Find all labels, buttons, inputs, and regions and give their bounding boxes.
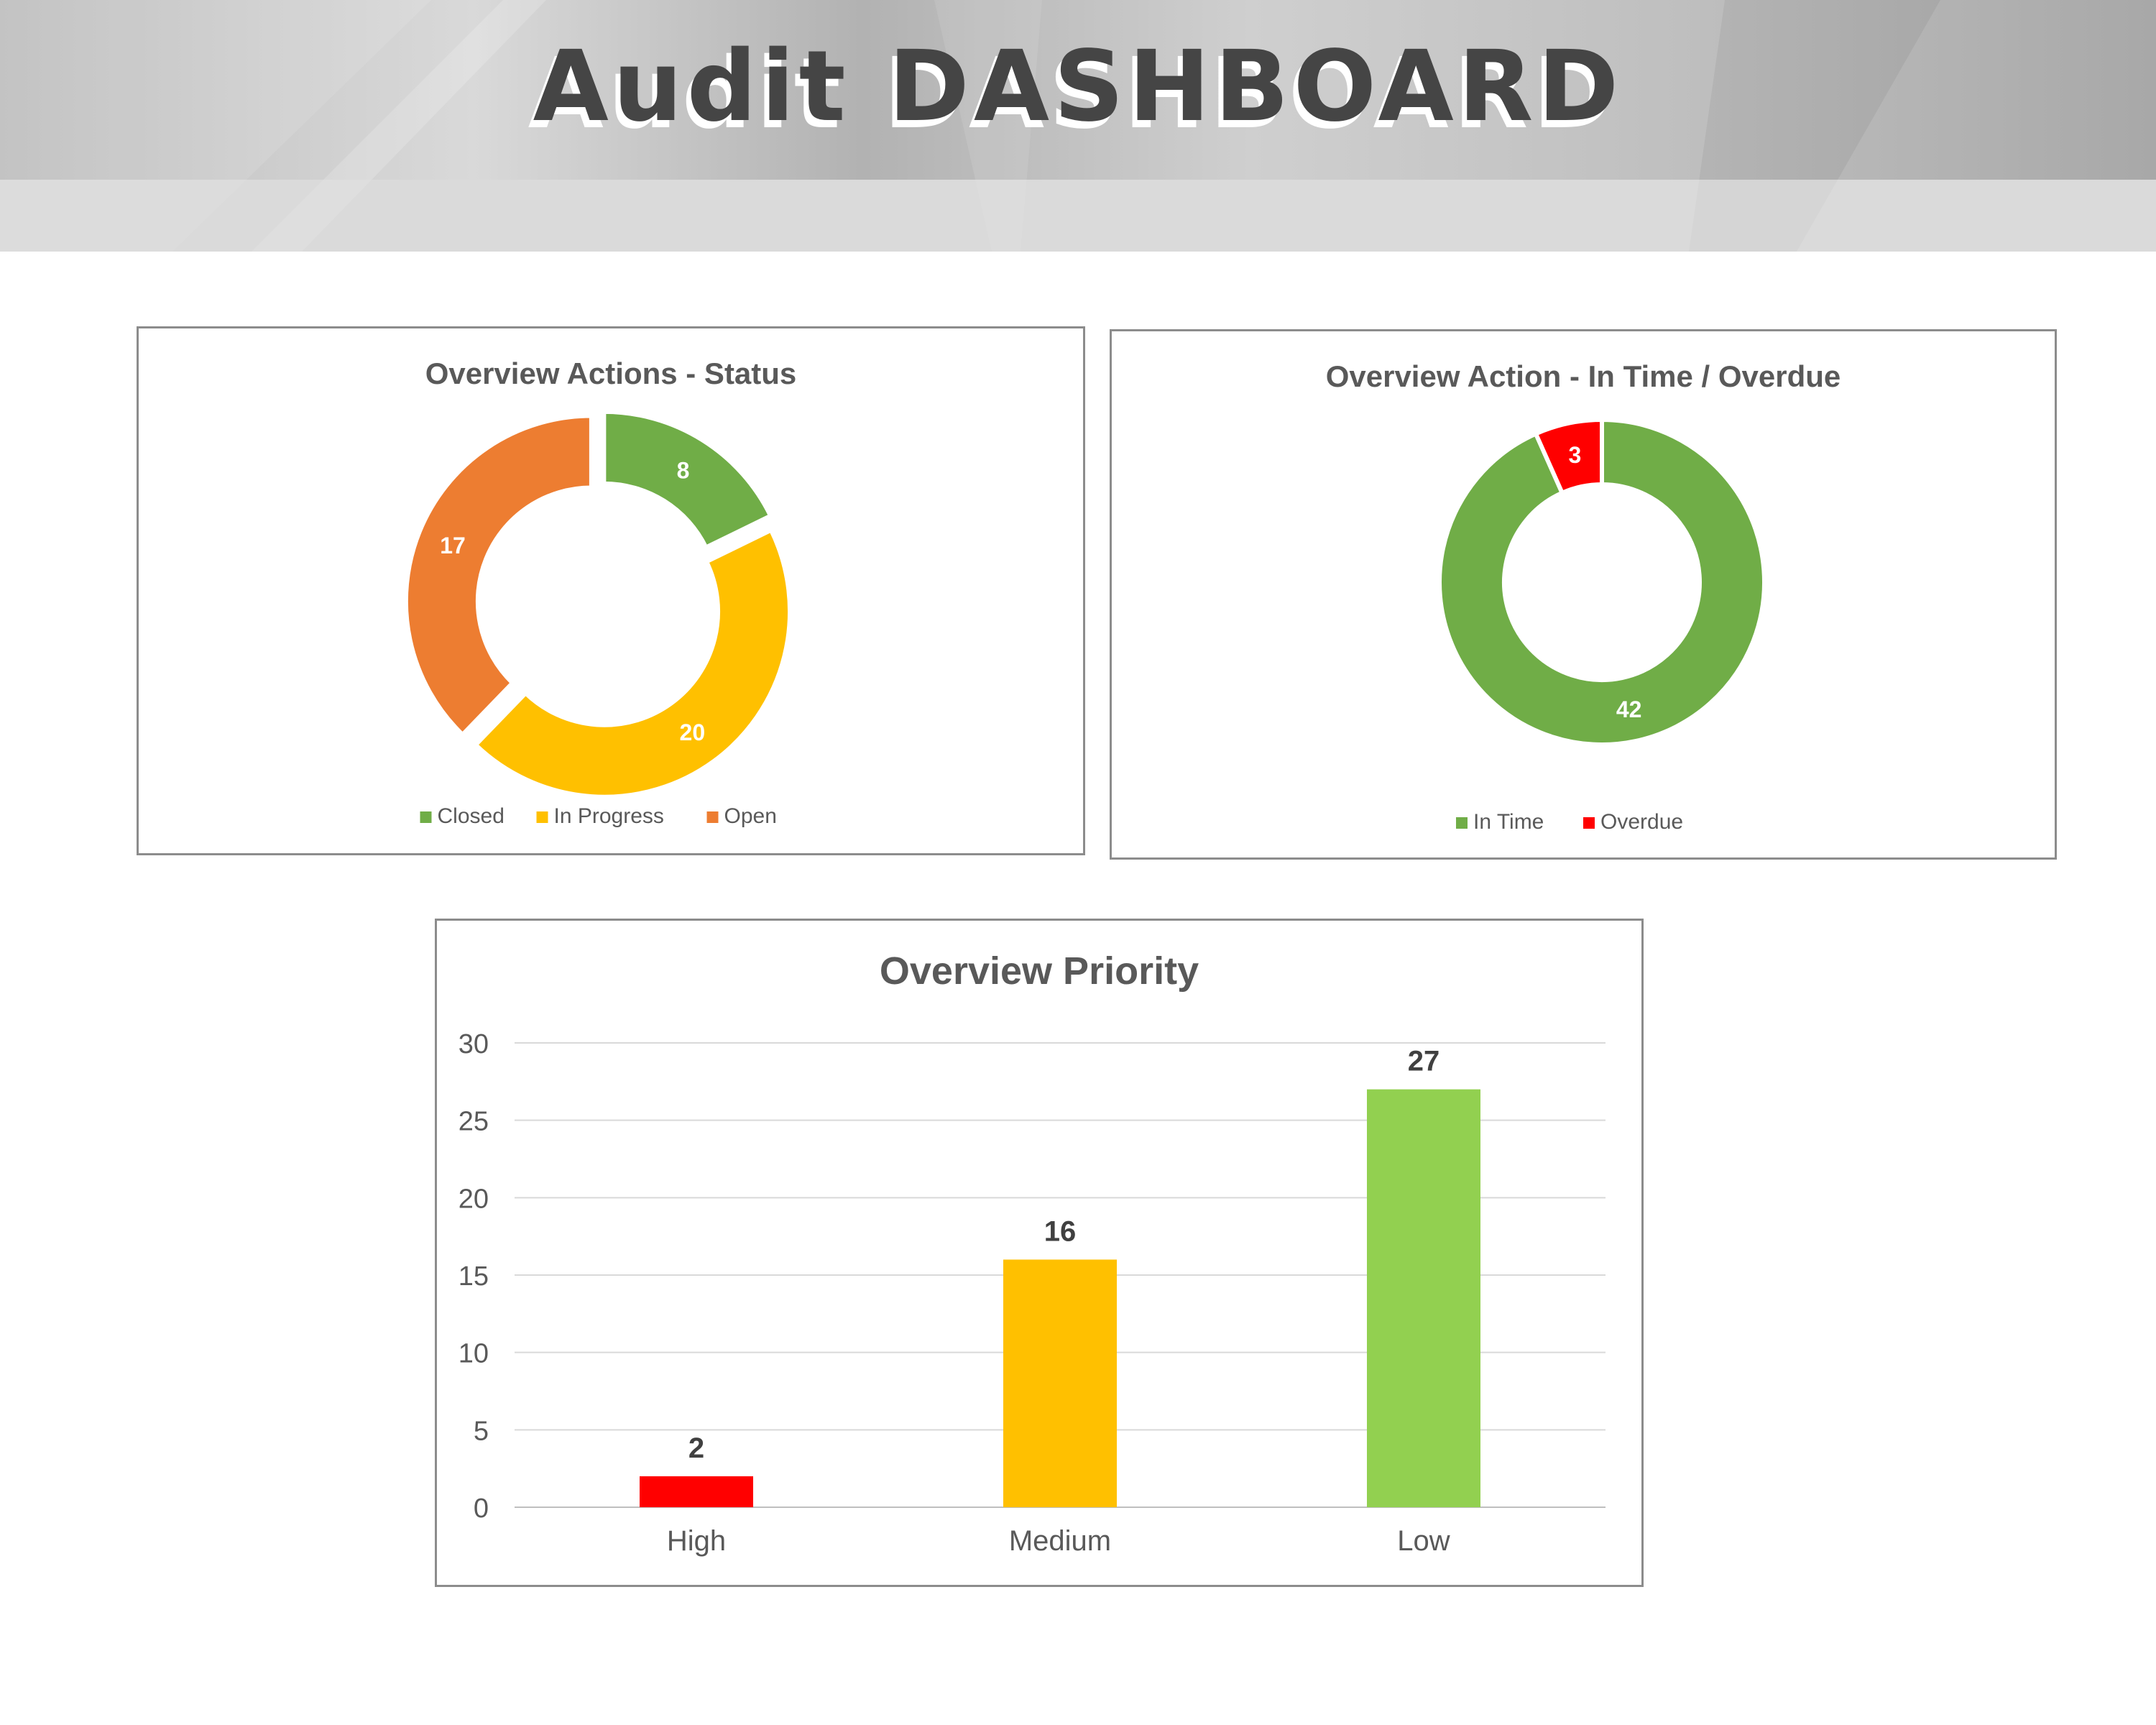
legend-label-overdue: Overdue (1600, 810, 1683, 834)
legend-swatch-in-progress (536, 811, 548, 823)
y-tick-label-5: 5 (474, 1416, 489, 1446)
chart-title: Overview Actions - Status (425, 356, 797, 390)
legend-label-open: Open (724, 804, 777, 828)
x-tick-label-low: Low (1397, 1525, 1450, 1557)
status-donut-chart: Overview Actions - Status 8 20 17 Closed In P… (403, 356, 797, 828)
header-banner: Audit DASHBOARD (0, 0, 2156, 252)
chart-panel-priority: Overview Priority 0 5 10 15 20 25 30 2 High 16 Medi… (435, 919, 1644, 1587)
data-label-low: 27 (1408, 1046, 1440, 1077)
legend-swatch-closed (420, 811, 432, 823)
bar-medium (1003, 1259, 1117, 1507)
y-tick-label-0: 0 (474, 1494, 489, 1524)
legend-swatch-overdue (1583, 817, 1595, 829)
in-time-overdue-donut-chart: Overview Action - In Time / Overdue 42 3 In… (1326, 359, 1841, 834)
page-title: Audit DASHBOARD (533, 30, 1623, 144)
data-label-open: 17 (440, 533, 466, 558)
donut-slice-open (403, 413, 594, 738)
chart-panel-status: Overview Actions - Status 8 20 17 Closed In P… (137, 326, 1085, 855)
legend-swatch-in-time (1456, 817, 1468, 829)
donut-slice-closed (602, 409, 774, 551)
data-label-medium: 16 (1044, 1215, 1077, 1247)
chart-title: Overview Action - In Time / Overdue (1326, 359, 1841, 393)
bar-low (1367, 1089, 1480, 1507)
chart-title: Overview Priority (880, 949, 1199, 993)
legend-label-in-progress: In Progress (554, 804, 664, 828)
y-tick-label-15: 15 (459, 1261, 489, 1292)
y-tick-label-10: 10 (459, 1339, 489, 1369)
x-tick-label-high: High (667, 1525, 726, 1557)
data-label-high: 2 (688, 1432, 704, 1464)
x-tick-label-medium: Medium (1009, 1525, 1111, 1557)
donut-slice-in-progress (472, 527, 793, 799)
legend-label-closed: Closed (438, 804, 505, 828)
legend-label-in-time: In Time (1473, 810, 1544, 834)
chart-panel-in-time-overdue: Overview Action - In Time / Overdue 42 3 In… (1110, 329, 2057, 860)
priority-bar-chart: Overview Priority 0 5 10 15 20 25 30 2 High 16 Medi… (459, 949, 1606, 1557)
donut-slice-in-time (1437, 417, 1766, 747)
data-label-closed: 8 (677, 458, 690, 484)
bar-high (640, 1476, 753, 1507)
data-label-in-time: 42 (1616, 696, 1642, 722)
donut-slice-overdue (1533, 417, 1604, 496)
y-tick-label-30: 30 (459, 1029, 489, 1059)
y-tick-label-20: 20 (459, 1184, 489, 1214)
legend-swatch-open (706, 811, 719, 823)
y-tick-label-25: 25 (459, 1107, 489, 1137)
banner-sheen-decoration (0, 0, 2156, 252)
banner-gradient (0, 0, 2156, 180)
data-label-in-progress: 20 (680, 719, 706, 745)
data-label-overdue: 3 (1568, 442, 1581, 468)
